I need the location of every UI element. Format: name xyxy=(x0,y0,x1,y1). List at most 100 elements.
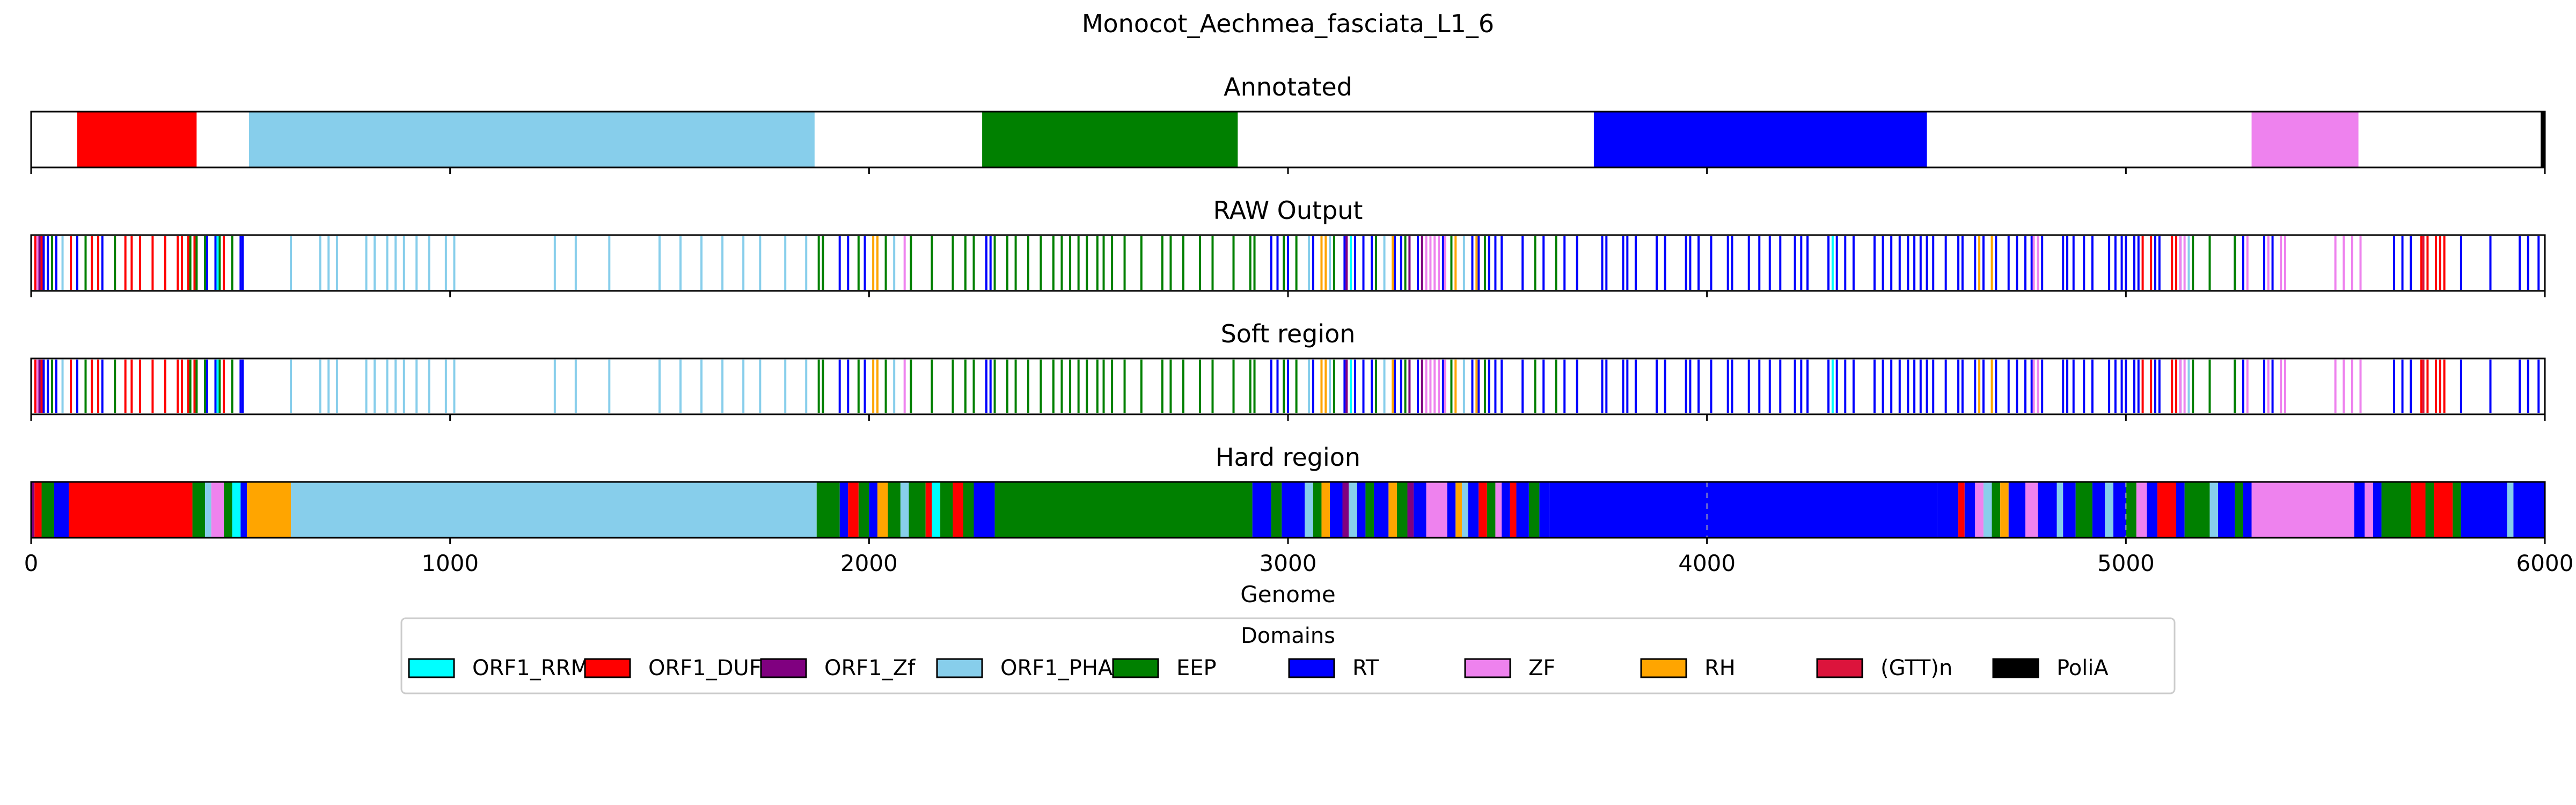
x-tick-label: 4000 xyxy=(1678,550,1736,576)
track-hard-region xyxy=(30,481,2546,544)
segment-orf1-rrm xyxy=(932,482,941,538)
segment-rt xyxy=(2176,482,2185,538)
legend-swatch-polia xyxy=(1992,658,2039,678)
legend-swatch-orf1-pha xyxy=(936,658,983,678)
segment-rt xyxy=(2063,482,2076,538)
segment-zf xyxy=(2251,112,2359,167)
segment-eep xyxy=(1487,482,1496,538)
legend-swatch-orf1-zf xyxy=(760,658,807,678)
segment-eep xyxy=(1396,482,1408,538)
figure-title: Monocot_Aechmea_fasciata_L1_6 xyxy=(1082,9,1494,38)
segment-rt xyxy=(54,482,69,538)
segment-rt xyxy=(839,482,848,538)
segment-orf1-duf xyxy=(69,482,193,538)
segment-rt xyxy=(1937,482,1959,538)
track-title-soft-region: Soft region xyxy=(1221,319,1356,348)
x-tick-label: 3000 xyxy=(1260,550,1317,576)
segment-orf1-duf xyxy=(2434,482,2453,538)
segment-zf xyxy=(1426,482,1447,538)
segment-orf1-duf xyxy=(1510,482,1517,538)
legend-label-zf: ZF xyxy=(1528,656,1555,680)
x-tick-label: 0 xyxy=(24,550,39,576)
segment-rh xyxy=(1388,482,1397,538)
segment-eep xyxy=(2075,482,2092,538)
legend-label-orf1-rrm: ORF1_RRM xyxy=(472,656,589,680)
segment-eep xyxy=(192,482,205,538)
segment-eep xyxy=(2235,482,2243,538)
segment-orf1-duf xyxy=(2157,482,2177,538)
x-tick-label: 6000 xyxy=(2516,550,2574,576)
x-tick-label: 5000 xyxy=(2097,550,2155,576)
segment-eep xyxy=(888,482,901,538)
segment-zf xyxy=(1975,482,1984,538)
segment-rt xyxy=(1593,112,1927,167)
segment-rt xyxy=(2113,482,2126,538)
legend-title: Domains xyxy=(1241,624,1335,648)
segment-orf1-duf xyxy=(953,482,963,538)
legend-entries: ORF1_RRM ORF1_DUF ORF1_Zf ORF1_PHA EEP RT ZF RH… xyxy=(408,656,2109,680)
segment-zf xyxy=(2025,482,2038,538)
legend-label-polia: PoliA xyxy=(2057,656,2109,680)
segment-rt xyxy=(1539,482,1550,538)
legend-swatch-eep xyxy=(1112,658,1159,678)
segment-orf1-pha xyxy=(900,482,909,538)
segment-orf1-pha xyxy=(2209,482,2219,538)
segment-rt xyxy=(2008,482,2025,538)
segment-eep xyxy=(1313,482,1322,538)
segment-rh xyxy=(2000,482,2009,538)
segment-orf1-duf xyxy=(925,482,932,538)
segment-rt xyxy=(2243,482,2252,538)
legend-swatch-orf1-duf xyxy=(584,658,631,678)
segment-rt xyxy=(2038,482,2057,538)
legend-label-orf1-pha: ORF1_PHA xyxy=(1000,656,1113,680)
segment-eep xyxy=(940,482,953,538)
segment-zf xyxy=(2365,482,2373,538)
segment-rt xyxy=(2354,482,2365,538)
segment-orf1-pha xyxy=(204,482,211,538)
legend-label-orf1-duf: ORF1_DUF xyxy=(648,656,762,680)
legend-frame xyxy=(400,617,2176,694)
segment-rt xyxy=(240,482,247,538)
segment-zf xyxy=(211,482,224,538)
track-title-raw-output: RAW Output xyxy=(1213,196,1363,225)
segment-rt xyxy=(2218,482,2235,538)
segment-orf1-duf xyxy=(2411,482,2426,538)
segment-eep xyxy=(2453,482,2461,538)
track-title-annotated: Annotated xyxy=(1224,72,1352,101)
legend: Domains ORF1_RRM ORF1_DUF ORF1_Zf ORF1_PHA E… xyxy=(400,617,2176,694)
segment-orf1-zf xyxy=(1407,482,1414,538)
segment-eep xyxy=(994,482,1253,538)
track-annotated xyxy=(30,111,2546,174)
segment-orf1-duf xyxy=(77,112,197,167)
segment-eep xyxy=(41,482,54,538)
segment-orf1-pha xyxy=(2507,482,2514,538)
segment-rt xyxy=(1549,482,1938,538)
segment-rt xyxy=(2147,482,2157,538)
segment-orf1-pha xyxy=(2105,482,2113,538)
segment-rt xyxy=(1357,482,1366,538)
track-soft-region xyxy=(30,357,2546,421)
legend-label-rt: RT xyxy=(1352,656,1379,680)
segment-eep xyxy=(1271,482,1282,538)
segment-rt xyxy=(1516,482,1529,538)
segment-eep xyxy=(1992,482,2001,538)
segment-rt xyxy=(2461,482,2507,538)
segment-orf1-duf xyxy=(848,482,859,538)
x-tick-label: 2000 xyxy=(840,550,898,576)
segment-eep xyxy=(982,112,1238,167)
x-axis-label: Genome xyxy=(1240,581,1335,608)
segment-orf1-pha xyxy=(1305,482,1313,538)
track-raw-output xyxy=(30,234,2546,297)
segment-rt xyxy=(1374,482,1389,538)
segment-orf1-pha xyxy=(1349,482,1357,538)
segment-eep xyxy=(858,482,869,538)
segment-eep xyxy=(963,482,974,538)
segment-rt xyxy=(1252,482,1271,538)
segment-zf xyxy=(2136,482,2147,538)
segment-rt xyxy=(869,482,877,538)
legend-swatch-gtt-n xyxy=(1816,658,1863,678)
segment-rt xyxy=(2513,482,2545,538)
segment-eep xyxy=(2184,482,2210,538)
segment-rt xyxy=(1447,482,1456,538)
